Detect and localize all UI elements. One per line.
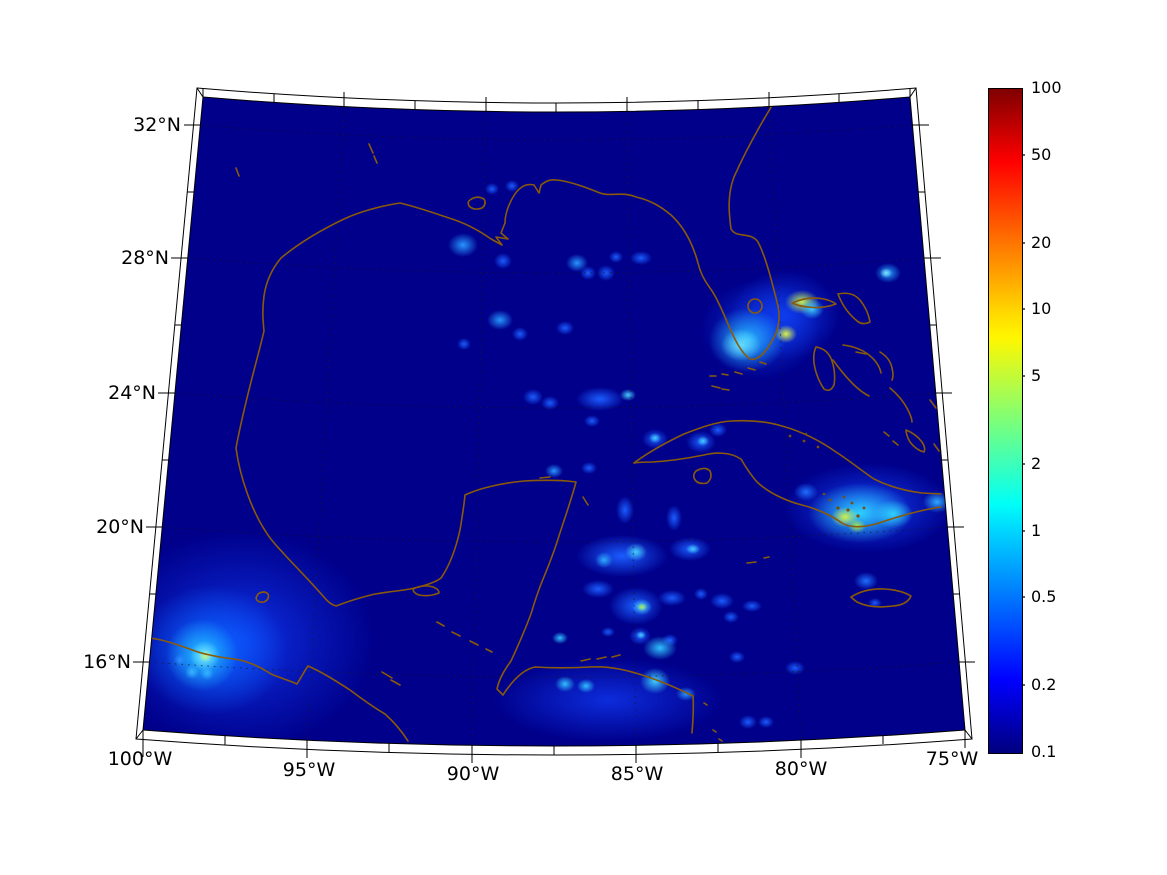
lon-label-75w: 75°W	[925, 748, 979, 770]
lat-label-24n: 24°N	[108, 382, 156, 404]
lon-label-90w: 90°W	[446, 763, 500, 785]
lat-label-28n: 28°N	[121, 247, 169, 269]
colorbar-tick-05: 0.5	[1031, 587, 1057, 606]
lon-label-85w: 85°W	[610, 763, 664, 785]
colorbar-tick-50: 50	[1031, 145, 1052, 164]
colorbar-tick-20: 20	[1031, 233, 1052, 252]
colorbar-tick-01: 0.1	[1031, 742, 1057, 761]
lat-label-16n: 16°N	[83, 651, 131, 673]
colorbar-tick-02: 0.2	[1031, 675, 1057, 694]
colorbar	[988, 88, 1023, 754]
lon-label-100w: 100°W	[107, 748, 173, 770]
lat-label-20n: 20°N	[96, 516, 144, 538]
colorbar-tick-10: 10	[1031, 299, 1052, 318]
colorbar-tick-100: 100	[1031, 78, 1062, 97]
colorbar-tick-1: 1	[1031, 521, 1042, 540]
colorbar-tick-2: 2	[1031, 454, 1042, 473]
sea-background	[130, 85, 975, 765]
lon-label-80w: 80°W	[774, 758, 828, 780]
colorbar-tick-5: 5	[1031, 366, 1042, 385]
lon-label-95w: 95°W	[282, 759, 336, 781]
lat-label-32n: 32°N	[133, 114, 181, 136]
